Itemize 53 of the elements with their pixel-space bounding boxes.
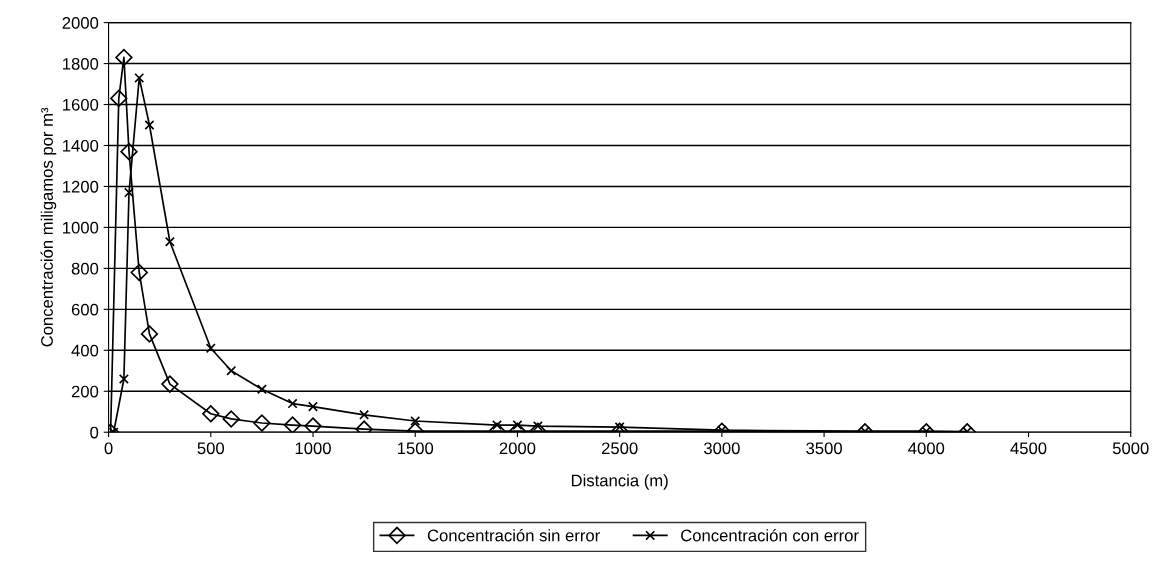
y-tick-label: 600 — [71, 303, 99, 316]
point — [491, 420, 502, 431]
legend-label: Concentración sin error — [427, 528, 600, 542]
y-tick-label: 1600 — [63, 98, 99, 111]
point — [164, 236, 175, 247]
y-tick-label: 1400 — [63, 139, 99, 152]
point — [716, 425, 727, 433]
x-tick-label: 2500 — [601, 442, 638, 455]
point — [118, 373, 129, 384]
x-tick-label: 0 — [104, 442, 113, 455]
y-tick-label: 2000 — [62, 17, 99, 29]
x-tick-label: 2000 — [499, 442, 536, 455]
point — [512, 420, 523, 431]
x-tick-label: 4500 — [1010, 442, 1047, 455]
y-tick-label: 1200 — [63, 180, 99, 193]
point — [359, 409, 370, 420]
point — [410, 415, 421, 426]
point — [144, 120, 155, 131]
y-tick-label: 800 — [71, 262, 99, 275]
x-tick-label: 3000 — [703, 442, 740, 455]
y-tick-label: 200 — [71, 385, 99, 398]
point — [134, 72, 145, 83]
point — [226, 365, 237, 376]
point — [205, 343, 216, 354]
point — [283, 416, 302, 433]
point — [532, 421, 543, 432]
point — [304, 417, 322, 433]
point — [253, 414, 271, 432]
point — [161, 375, 179, 393]
legend-label: Concentración con error — [681, 528, 859, 542]
point — [140, 325, 159, 343]
y-tick-label: 0 — [90, 426, 99, 439]
x-tick-label: 5000 — [1112, 442, 1149, 455]
point — [130, 263, 148, 282]
y-tick-label: 1000 — [63, 221, 99, 234]
y-tick-label: 1800 — [63, 57, 99, 70]
point — [202, 405, 220, 423]
x-tick-label: 4000 — [908, 442, 945, 455]
x-axis-title: Distancia (m) — [571, 474, 668, 490]
x-tick-label: 1500 — [397, 442, 434, 455]
point — [110, 89, 128, 108]
point — [115, 48, 133, 67]
point — [256, 384, 267, 395]
x-tick-label: 3500 — [806, 442, 842, 455]
y-axis-title: Concentración miligamos por m³ — [40, 107, 57, 347]
y-tick-label: 400 — [71, 344, 99, 357]
point — [287, 398, 298, 409]
point — [124, 187, 135, 198]
point — [308, 401, 319, 412]
point — [222, 410, 240, 428]
point — [120, 142, 138, 161]
x-tick-label: 500 — [197, 442, 225, 455]
x-tick-label: 1000 — [295, 442, 331, 455]
